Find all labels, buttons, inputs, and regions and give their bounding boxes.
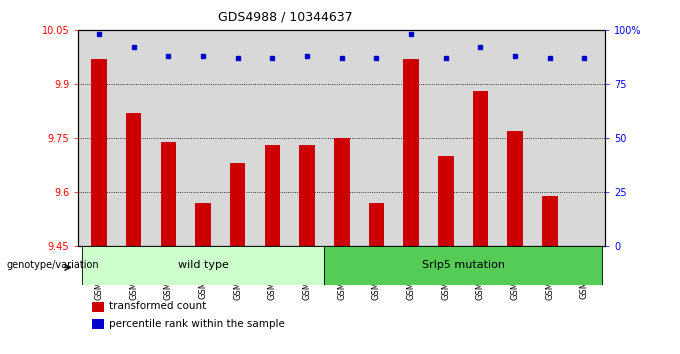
Bar bbox=[82, 246, 324, 285]
Bar bbox=[473, 91, 488, 246]
Bar bbox=[91, 59, 107, 246]
Bar bbox=[438, 156, 454, 246]
Bar bbox=[265, 145, 280, 246]
Bar bbox=[403, 59, 419, 246]
Text: wild type: wild type bbox=[177, 261, 228, 270]
Text: percentile rank within the sample: percentile rank within the sample bbox=[109, 319, 285, 329]
Bar bbox=[334, 138, 350, 246]
Bar bbox=[160, 142, 176, 246]
Bar bbox=[369, 203, 384, 246]
Text: GDS4988 / 10344637: GDS4988 / 10344637 bbox=[218, 11, 353, 24]
Text: transformed count: transformed count bbox=[109, 301, 206, 311]
Bar bbox=[299, 145, 315, 246]
Text: Srlp5 mutation: Srlp5 mutation bbox=[422, 261, 505, 270]
Text: genotype/variation: genotype/variation bbox=[7, 261, 99, 270]
Bar bbox=[542, 196, 558, 246]
Bar bbox=[324, 246, 602, 285]
Bar bbox=[92, 302, 104, 312]
Bar bbox=[507, 131, 523, 246]
Bar bbox=[126, 113, 141, 246]
Bar bbox=[195, 203, 211, 246]
Bar bbox=[230, 163, 245, 246]
Bar bbox=[92, 319, 104, 329]
